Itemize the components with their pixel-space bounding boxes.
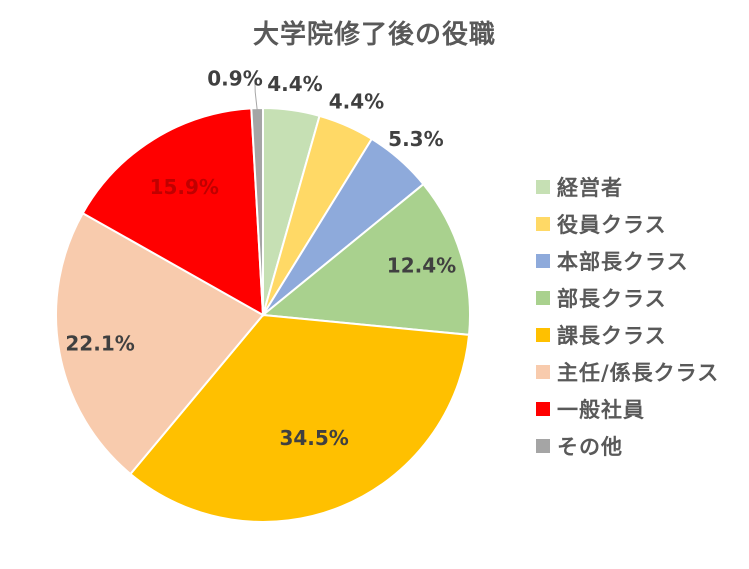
legend-item: 経営者 [536, 168, 719, 205]
legend-item: 主任/係長クラス [536, 353, 719, 390]
legend-item: 課長クラス [536, 316, 719, 353]
legend-item: 部長クラス [536, 279, 719, 316]
legend-item: その他 [536, 427, 719, 464]
label-leader-line [254, 81, 258, 111]
legend-swatch [536, 253, 550, 268]
legend-label: 課長クラス [557, 323, 667, 348]
legend-swatch [536, 401, 550, 416]
legend-swatch [536, 216, 550, 231]
data-label: 15.9% [150, 175, 219, 199]
pie-slice [260, 182, 471, 336]
data-label: 4.4% [267, 72, 322, 96]
legend-item: 一般社員 [536, 390, 719, 427]
legend-item: 役員クラス [536, 205, 719, 242]
data-label: 12.4% [387, 254, 456, 278]
legend-label: 経営者 [557, 175, 623, 200]
legend-label: その他 [557, 434, 623, 459]
legend-swatch [536, 290, 550, 305]
legend-swatch [536, 364, 550, 379]
legend-swatch [536, 438, 550, 453]
data-label: 4.4% [329, 89, 384, 113]
legend-swatch [536, 327, 550, 342]
data-label: 0.9% [207, 67, 262, 91]
pie-slice [81, 107, 265, 317]
legend: 経営者役員クラス本部長クラス 部長クラス課長クラス主任/係長クラス 一般社員その他 [536, 168, 719, 464]
legend-label: 一般社員 [557, 397, 645, 422]
legend-item: 本部長クラス [536, 242, 719, 279]
pie-slice [55, 211, 265, 476]
legend-swatch [536, 179, 550, 194]
data-label: 34.5% [279, 426, 348, 450]
legend-label: 役員クラス [557, 212, 667, 237]
data-label: 22.1% [65, 331, 134, 355]
data-label: 5.3% [388, 127, 443, 151]
chart-title: 大学院修了後の役職 [252, 20, 496, 50]
legend-label: 主任/係長クラス [557, 360, 720, 385]
pie-slice [129, 313, 471, 523]
legend-label: 本部長クラス [557, 249, 689, 274]
legend-label: 部長クラス [557, 286, 667, 311]
